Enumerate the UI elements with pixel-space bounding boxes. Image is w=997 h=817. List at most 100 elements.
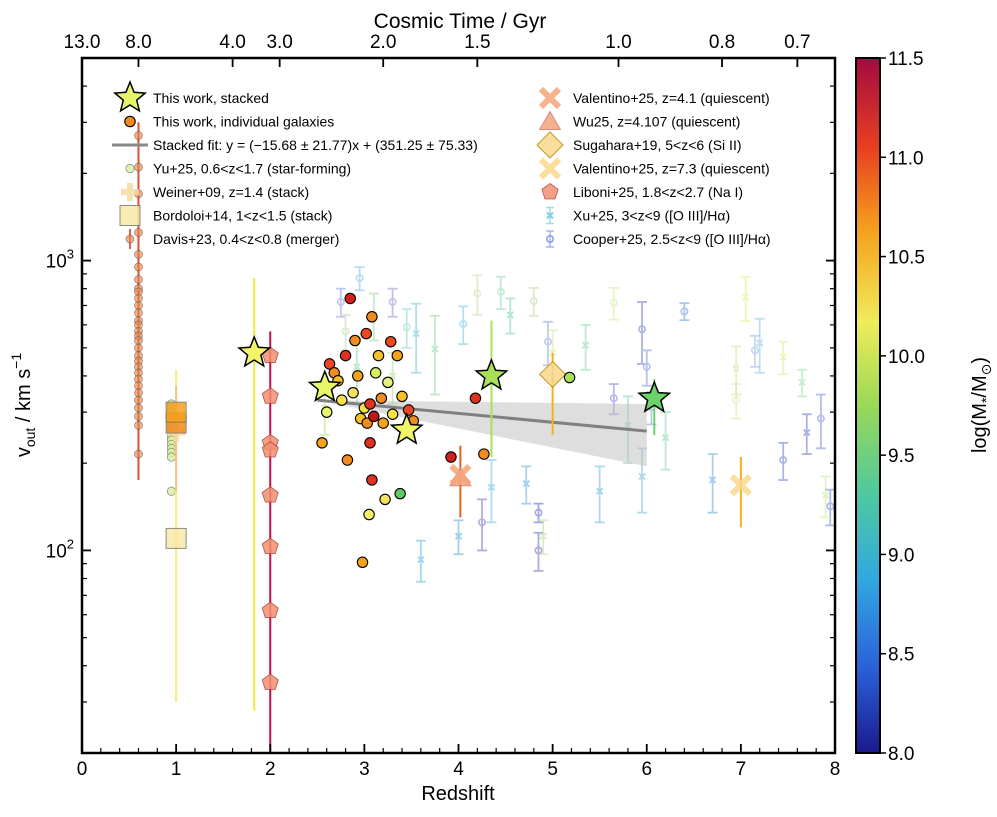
xu25-point-18 — [708, 476, 717, 484]
individual-galaxy-38-shape — [363, 508, 375, 521]
individual-galaxy-36-shape — [478, 448, 490, 460]
liboni25-point-4-shape — [261, 486, 279, 503]
xu25-point-17 — [661, 433, 670, 442]
cooper25-point-1 — [341, 327, 350, 336]
y-tick-label-exp-0: 2 — [67, 536, 74, 551]
davis23-point-26 — [134, 403, 143, 413]
individual-galaxy-18 — [366, 311, 378, 323]
individual-galaxy-38 — [363, 508, 375, 521]
cooper25-point-21 — [534, 508, 543, 517]
legend-right-item-1: Wu25, z=4.107 (quiescent) — [538, 110, 740, 130]
xu25-point-4-shape — [412, 329, 420, 338]
cooper25-point-8-errbar — [528, 286, 539, 317]
davis23-point-4 — [134, 250, 143, 259]
cooper25-point-19 — [816, 414, 825, 423]
bordoloi14-point-2-shape — [165, 527, 187, 549]
cooper25-point-9-shape — [543, 337, 552, 346]
individual-galaxy-17-shape — [364, 398, 376, 410]
legend-left-item-0-swatch — [112, 79, 148, 113]
x-tick-label-6: 6 — [641, 759, 652, 780]
davis23-point-0 — [134, 131, 143, 140]
legend-left-item-2-label: Stacked fit: y = (−15.68 ± 21.77)x + (35… — [153, 137, 478, 153]
individual-galaxy-17 — [364, 398, 376, 410]
individual-galaxy-24-shape — [377, 417, 389, 429]
fit-confidence-band — [317, 400, 647, 467]
individual-galaxy-5 — [336, 394, 348, 406]
colorbar-title: log(M*/M⊙) — [969, 357, 994, 453]
legend-left-item-3-swatch — [125, 163, 135, 174]
cooper25-point-0 — [336, 297, 345, 306]
legend-left-item-1-swatch — [124, 115, 136, 128]
cooper25-point-20-shape — [826, 502, 835, 511]
individual-galaxy-6-shape — [339, 349, 352, 362]
legend-left-item-6-swatch-shape — [125, 234, 135, 244]
xu25-point-24 — [803, 428, 811, 437]
xu25-point-24-shape — [803, 428, 811, 437]
valentino25-z7-point-shape — [729, 473, 752, 497]
legend-left-item-0: This work, stacked — [112, 79, 269, 113]
legend-right-item-6: Cooper+25, 2.5<z<9 ([O III]/Hα) — [545, 230, 771, 248]
stacked-point-2-shape — [389, 412, 424, 445]
legend-left-item-1-swatch-shape — [124, 115, 136, 128]
liboni25-point-5-shape — [261, 537, 279, 555]
individual-galaxy-6 — [339, 349, 352, 362]
individual-galaxy-32 — [402, 404, 415, 416]
individual-galaxy-2-shape — [323, 358, 336, 370]
cooper25-point-2 — [355, 274, 364, 283]
cooper25-point-5-errbar — [458, 305, 469, 346]
individual-galaxy-25 — [379, 493, 391, 506]
cooper25-point-6-shape — [473, 289, 482, 298]
legend-left-item-3: Yu+25, 0.6<z<1.7 (star-forming) — [125, 161, 351, 177]
individual-galaxy-13 — [356, 556, 369, 569]
individual-galaxy-36 — [478, 448, 490, 460]
xu25-point-10-shape — [522, 479, 530, 488]
individual-galaxy-29-shape — [391, 349, 404, 362]
valentino25-z7-point — [729, 473, 752, 497]
y-axis-title-sup: −1 — [8, 353, 24, 369]
cooper25-point-7-errbar — [495, 275, 506, 311]
davis23-point-29-shape — [134, 449, 143, 459]
stacked-point-2 — [389, 412, 424, 445]
cooper25-point-9 — [543, 337, 552, 346]
individual-galaxy-34 — [445, 451, 457, 463]
cooper25-point-8 — [529, 297, 538, 306]
individual-galaxy-23 — [375, 392, 388, 404]
x-tick-label-5: 5 — [547, 759, 558, 780]
legend-left-item-2: Stacked fit: y = (−15.68 ± 21.77)x + (35… — [112, 137, 478, 153]
cooper25-point-16 — [732, 396, 741, 405]
y-axis-title: vout / km s−1 — [8, 353, 38, 458]
xu25-point-14 — [595, 487, 604, 495]
liboni25-point-7-shape — [261, 673, 279, 690]
xu25-point-4-errbar — [411, 302, 422, 374]
xu25-point-9-shape — [506, 311, 514, 319]
individual-galaxy-7 — [341, 454, 354, 466]
data-layer — [134, 122, 835, 753]
top-tick-label-4: 2.0 — [370, 32, 396, 53]
individual-galaxy-10-shape — [349, 334, 361, 347]
legend-right-item-0: Valentino+25, z=4.1 (quiescent) — [538, 86, 770, 110]
davis23-point-17-shape — [134, 343, 143, 353]
legend-right-item-3-swatch — [538, 157, 562, 180]
legend-right-item-3: Valentino+25, z=7.3 (quiescent) — [538, 157, 770, 180]
xu25-point-7-shape — [454, 532, 463, 540]
bordoloi14-point-1-shape — [165, 401, 187, 423]
colorbar-title-end: ) — [969, 357, 991, 364]
cooper25-point-7 — [496, 287, 505, 296]
individual-galaxy-0-shape — [316, 437, 328, 449]
individual-galaxy-9-shape — [347, 386, 359, 399]
legend-right-item-0-label: Valentino+25, z=4.1 (quiescent) — [573, 90, 770, 106]
cooper25-point-18-shape — [779, 456, 788, 465]
colorbar-tick-label-4: 10.0 — [888, 347, 925, 368]
yu25-point-14 — [166, 486, 177, 496]
individual-galaxy-27 — [384, 335, 397, 348]
y-tick-label-1: 103 — [46, 247, 74, 273]
xu25-point-21-errbar — [754, 317, 765, 374]
davis23-point-1-shape — [134, 162, 143, 172]
cooper25-point-3-errbar — [387, 287, 398, 318]
cooper25-point-10-shape — [609, 298, 618, 307]
xu25-point-25 — [821, 491, 830, 499]
cooper25-point-12 — [638, 325, 647, 334]
davis23-point-6 — [134, 275, 143, 284]
cooper25-point-7-shape — [496, 287, 505, 296]
legend-left-item-1: This work, individual galaxies — [124, 114, 334, 130]
